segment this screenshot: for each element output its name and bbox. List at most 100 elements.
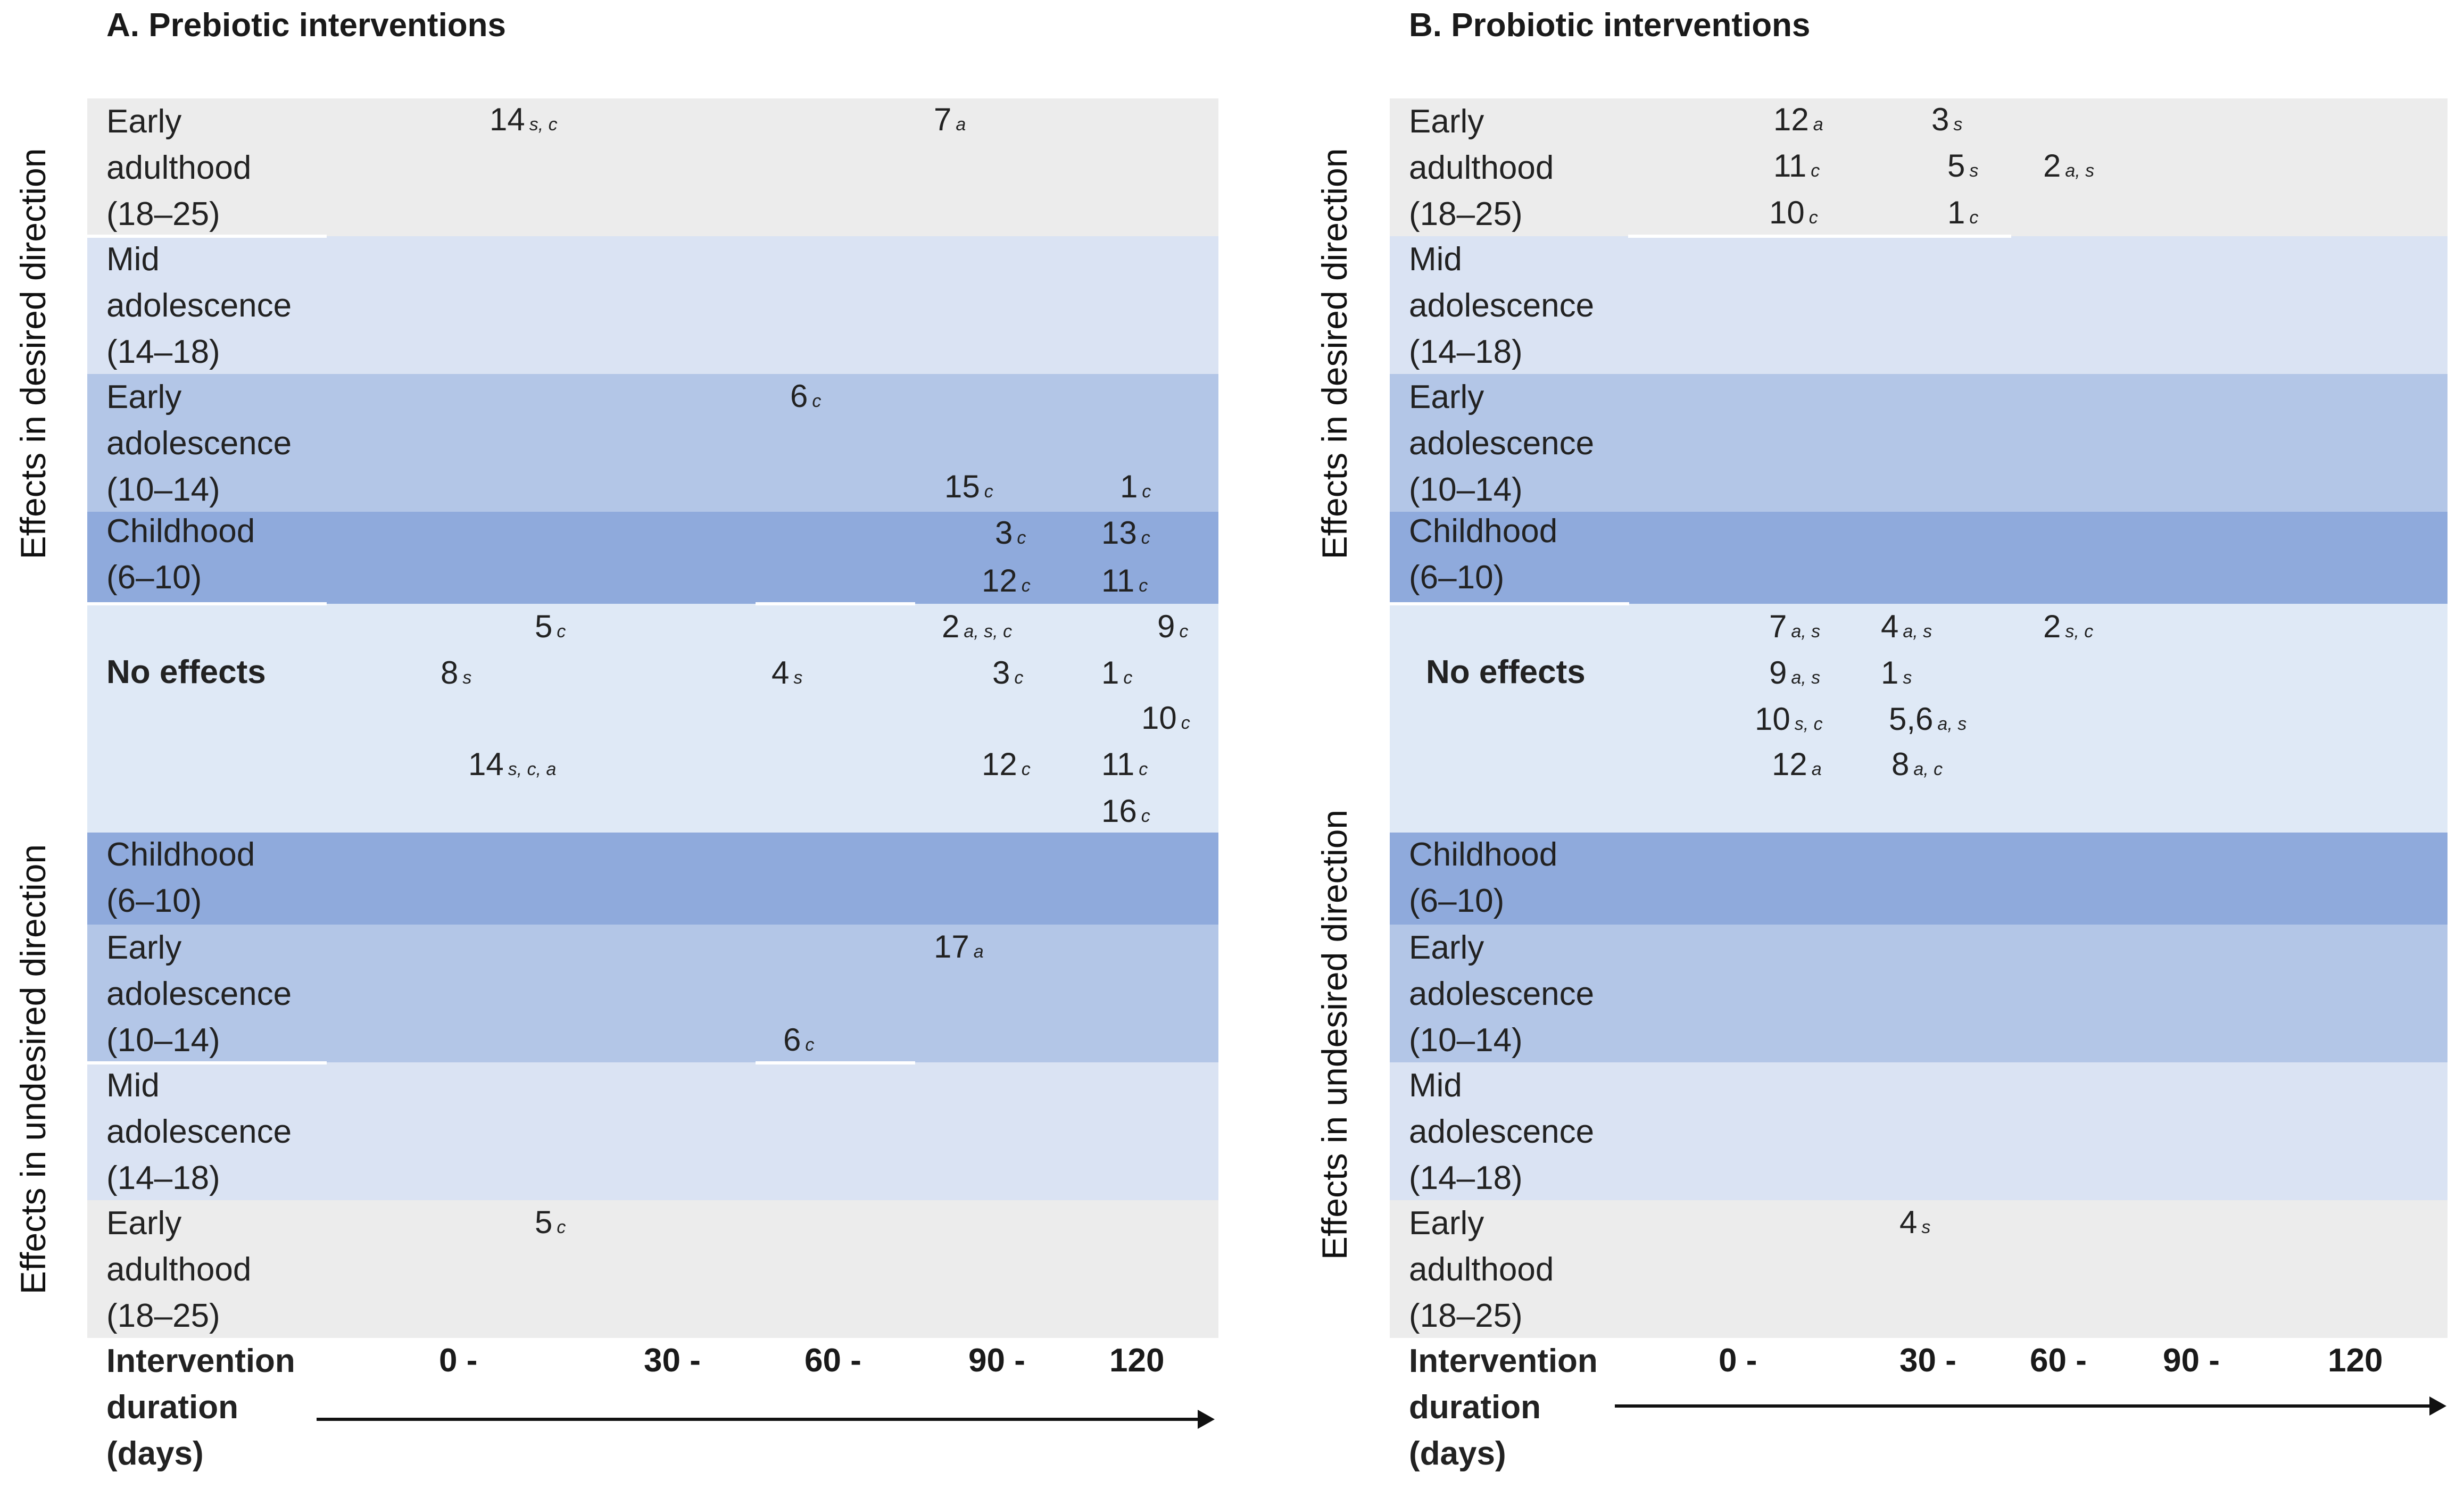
study-point: 12 a <box>1773 102 1823 137</box>
study-point: 2 s, c <box>2043 609 2094 644</box>
row-label-early-adolescence: Early adolescence (10–14) <box>106 379 292 508</box>
band-a-early-adulthood-top <box>87 98 1218 236</box>
study-point: 10 c <box>1769 195 1818 230</box>
study-point: 7 a, s <box>1769 609 1821 644</box>
study-point: 2 a, s, c <box>942 609 1013 644</box>
study-point: 4 a, s <box>1881 609 1932 644</box>
study-point: 9 a, s <box>1769 655 1821 691</box>
study-point: 12 a <box>1772 746 1822 782</box>
row-label-early-adulthood: Early adulthood (18–25) <box>106 1205 252 1334</box>
row-label-no-effects: No effects <box>1426 654 1586 691</box>
row-label-no-effects: No effects <box>106 654 266 691</box>
axis-arrow <box>317 1410 1215 1429</box>
row-label-early-adolescence: Early adolescence (10–14) <box>1409 929 1595 1059</box>
row-label-mid-adolescence: Mid adolescence (14–18) <box>1409 241 1595 370</box>
band-b-early-adolescence-top <box>1390 374 2448 512</box>
band-a-no-effects <box>87 604 1218 833</box>
study-point: 17 a <box>934 929 984 964</box>
panel-a-title: A. Prebiotic interventions <box>106 7 507 44</box>
row-label-childhood: Childhood (6–10) <box>1409 836 1558 919</box>
row-label-mid-adolescence: Mid adolescence (14–18) <box>1409 1067 1595 1196</box>
study-point: 11 c <box>1101 563 1148 598</box>
row-label-early-adolescence: Early adolescence (10–14) <box>1409 379 1595 508</box>
band-a-childhood-bottom <box>87 833 1218 925</box>
study-point: 11 c <box>1773 148 1820 184</box>
study-point: 14 s, c <box>490 102 558 137</box>
study-point: 12 c <box>982 746 1031 782</box>
band-a-early-adolescence-bottom <box>87 925 1218 1062</box>
row-label-early-adolescence: Early adolescence (10–14) <box>106 929 292 1059</box>
axis-label: Intervention duration (days) <box>1409 1343 1598 1472</box>
band-b-childhood-top <box>1390 512 2448 604</box>
band-gap <box>87 235 327 238</box>
axis-tick: 90 - <box>968 1342 1025 1379</box>
band-a-early-adolescence-top <box>87 374 1218 512</box>
study-point: 11 c <box>1101 746 1148 782</box>
row-label-early-adulthood: Early adulthood (18–25) <box>1409 1205 1554 1334</box>
band-b-early-adulthood-top <box>1390 98 2448 236</box>
axis-tick: 0 - <box>439 1342 478 1379</box>
study-point: 10 s, c <box>1755 701 1823 737</box>
axis-tick: 30 - <box>1899 1342 1956 1379</box>
study-point: 13 c <box>1101 515 1150 551</box>
row-label-childhood: Childhood (6–10) <box>106 836 255 919</box>
axis-arrow <box>1615 1396 2446 1416</box>
band-b-mid-adolescence-bottom <box>1390 1062 2448 1200</box>
axis-tick: 0 - <box>1719 1342 1757 1379</box>
axis-tick: 60 - <box>804 1342 861 1379</box>
band-a-early-adulthood-bottom <box>87 1200 1218 1338</box>
row-label-mid-adolescence: Mid adolescence (14–18) <box>106 1067 292 1196</box>
axis-tick: 60 - <box>2030 1342 2087 1379</box>
band-a-mid-adolescence-top <box>87 236 1218 374</box>
panel-b-title: B. Probiotic interventions <box>1409 7 1811 44</box>
study-point: 15 c <box>944 469 993 504</box>
axis-tick: 30 - <box>644 1342 701 1379</box>
study-point: 2 a, s <box>2043 148 2095 184</box>
band-gap <box>87 1061 327 1064</box>
band-a-childhood-top <box>87 512 1218 604</box>
row-label-mid-adolescence: Mid adolescence (14–18) <box>106 241 292 370</box>
axis-tick: 120 <box>1109 1342 1165 1379</box>
band-gap <box>756 602 915 605</box>
study-point: 10 c <box>1141 700 1190 736</box>
band-a-mid-adolescence-bottom <box>87 1062 1218 1200</box>
band-b-childhood-bottom <box>1390 833 2448 925</box>
band-gap <box>1390 602 1629 605</box>
axis-tick: 120 <box>2328 1342 2383 1379</box>
study-point: 16 c <box>1101 793 1150 829</box>
study-point: 5,6 a, s <box>1889 701 1967 737</box>
study-point: 14 s, c, a <box>468 746 557 782</box>
row-label-early-adulthood: Early adulthood (18–25) <box>106 103 252 232</box>
study-point: 12 c <box>982 563 1031 598</box>
band-b-mid-adolescence-top <box>1390 236 2448 374</box>
axis-tick: 90 - <box>2163 1342 2220 1379</box>
band-b-no-effects <box>1390 604 2448 833</box>
band-gap <box>87 602 327 605</box>
row-label-childhood: Childhood (6–10) <box>106 513 255 596</box>
band-gap <box>1628 235 2011 238</box>
axis-label: Intervention duration (days) <box>106 1343 295 1472</box>
band-gap <box>756 1061 915 1064</box>
row-label-early-adulthood: Early adulthood (18–25) <box>1409 103 1554 232</box>
row-label-childhood: Childhood (6–10) <box>1409 513 1558 596</box>
band-b-early-adulthood-bottom <box>1390 1200 2448 1338</box>
band-b-early-adolescence-bottom <box>1390 925 2448 1062</box>
study-point: 8 a, c <box>1891 746 1943 782</box>
